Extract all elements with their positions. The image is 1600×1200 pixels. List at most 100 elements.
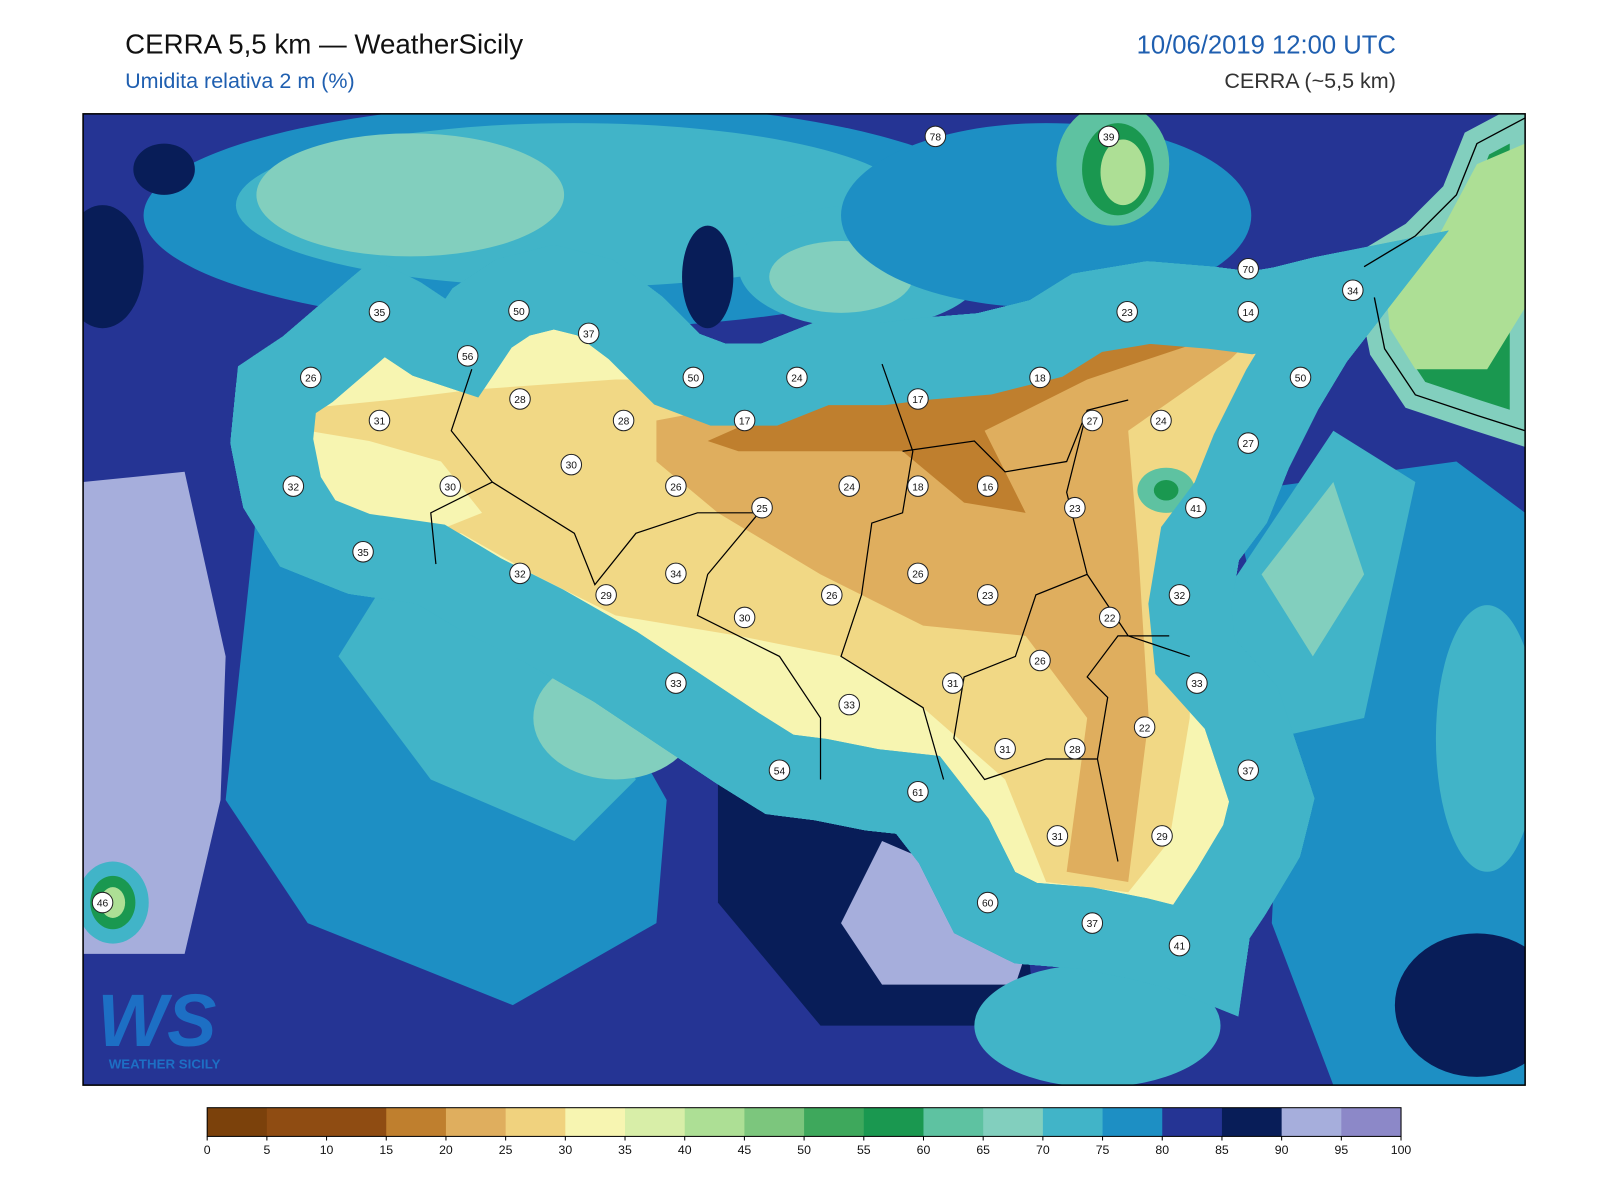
station-value: 34 xyxy=(670,569,682,580)
station-marker xyxy=(1237,301,1259,323)
station-value: 31 xyxy=(374,417,386,428)
station-marker xyxy=(1029,366,1051,389)
station-value: 23 xyxy=(1069,504,1081,515)
colorbar-tick-label: 40 xyxy=(678,1143,692,1157)
station-marker xyxy=(612,409,635,432)
station-value: 39 xyxy=(1103,133,1115,144)
colorbar-tick-label: 85 xyxy=(1215,1143,1229,1157)
station-marker xyxy=(665,475,687,497)
station-value: 32 xyxy=(288,482,300,493)
station-value: 46 xyxy=(97,899,109,910)
station-marker xyxy=(1046,825,1069,847)
station-value: 24 xyxy=(1155,417,1167,428)
colorbar-swatch xyxy=(863,1107,924,1137)
station-marker xyxy=(368,301,391,323)
station-value: 23 xyxy=(982,591,994,602)
colorbar-swatch xyxy=(804,1107,865,1137)
station-marker xyxy=(1237,432,1259,454)
colorbar-swatch xyxy=(266,1107,328,1137)
station-marker xyxy=(907,562,929,585)
colorbar-tick-label: 45 xyxy=(738,1143,752,1157)
station-marker xyxy=(821,584,843,606)
station-value: 24 xyxy=(791,374,803,385)
station-marker xyxy=(1185,496,1207,519)
station-value: 37 xyxy=(1087,919,1099,930)
station-marker xyxy=(838,475,860,497)
colorbar-swatch xyxy=(1162,1107,1223,1137)
colorbar-tick-label: 20 xyxy=(439,1143,453,1157)
station-value: 30 xyxy=(445,482,457,493)
station-marker xyxy=(976,891,999,914)
station-value: 14 xyxy=(1243,308,1255,319)
station-marker xyxy=(560,453,583,476)
map-frame xyxy=(82,113,1526,1086)
station-value: 26 xyxy=(912,569,924,580)
station-value: 24 xyxy=(844,482,856,493)
station-value: 26 xyxy=(826,591,838,602)
station-marker xyxy=(509,388,531,410)
station-value: 78 xyxy=(930,133,942,144)
station-value: 26 xyxy=(670,482,682,493)
station-marker xyxy=(733,409,756,432)
colorbar-tick-label: 50 xyxy=(797,1143,811,1157)
datetime: 10/06/2019 12:00 UTC xyxy=(1137,31,1396,59)
station-marker xyxy=(509,562,531,585)
station-marker xyxy=(456,345,479,367)
station-value: 34 xyxy=(1347,286,1359,297)
station-marker xyxy=(976,584,999,606)
station-marker xyxy=(1168,584,1191,606)
station-marker xyxy=(1081,409,1104,432)
station-marker xyxy=(1150,409,1172,432)
station-value: 18 xyxy=(1034,374,1046,385)
colorbar-swatch xyxy=(386,1107,447,1137)
station-value: 26 xyxy=(305,374,317,385)
colorbar-tick-label: 0 xyxy=(204,1143,211,1157)
colorbar-swatch xyxy=(1341,1107,1402,1137)
station-value: 32 xyxy=(1174,591,1186,602)
station-marker xyxy=(282,475,305,497)
colorbar-tick-label: 15 xyxy=(379,1143,393,1157)
colorbar-swatch xyxy=(684,1107,745,1137)
station-marker xyxy=(1342,279,1364,302)
station-value: 28 xyxy=(1069,745,1081,756)
station-value: 54 xyxy=(774,766,786,777)
station-marker xyxy=(751,496,773,519)
station-marker xyxy=(838,693,860,716)
colorbar-swatch xyxy=(983,1107,1044,1137)
station-marker xyxy=(595,584,617,606)
colorbar-tick-label: 30 xyxy=(558,1143,572,1157)
station-marker xyxy=(994,737,1016,760)
colorbar-swatch xyxy=(1102,1107,1163,1137)
station-value: 28 xyxy=(618,417,630,428)
station-value: 70 xyxy=(1243,265,1255,276)
colorbar-swatch xyxy=(445,1107,507,1137)
colorbar-swatch xyxy=(923,1107,984,1137)
station-value: 37 xyxy=(583,329,595,340)
station-value: 22 xyxy=(1104,614,1116,625)
station-value: 30 xyxy=(739,614,751,625)
station-marker xyxy=(768,759,791,782)
station-marker xyxy=(1081,912,1104,934)
station-value: 32 xyxy=(514,569,526,580)
station-marker xyxy=(942,672,964,694)
station-marker xyxy=(733,606,756,629)
station-marker xyxy=(907,475,929,497)
station-marker xyxy=(1098,606,1121,629)
station-value: 28 xyxy=(514,395,526,406)
station-value: 60 xyxy=(982,899,994,910)
station-value: 33 xyxy=(1191,679,1203,690)
station-marker xyxy=(1064,737,1086,760)
station-marker xyxy=(924,125,947,148)
station-marker xyxy=(665,672,687,694)
station-value: 17 xyxy=(912,395,924,406)
station-value: 29 xyxy=(600,591,612,602)
station-marker xyxy=(368,409,391,432)
station-value: 31 xyxy=(947,679,959,690)
colorbar-swatch xyxy=(207,1107,268,1137)
station-value: 61 xyxy=(912,788,924,799)
map xyxy=(83,113,1526,1086)
station-value: 26 xyxy=(1034,657,1046,668)
station-marker xyxy=(352,541,374,563)
